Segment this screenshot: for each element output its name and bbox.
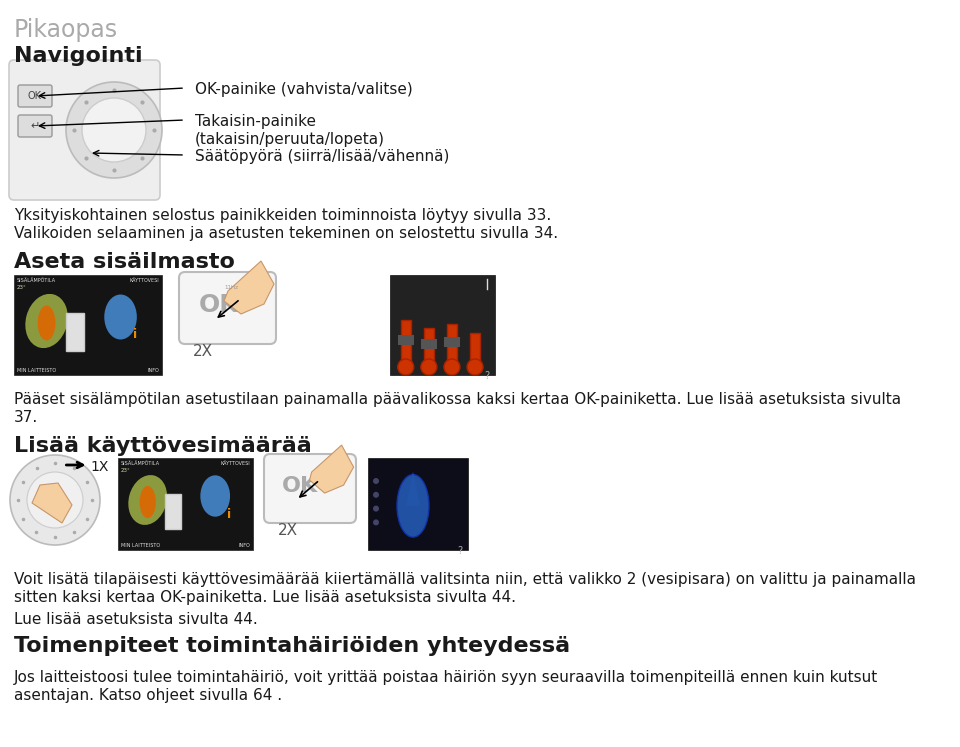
Bar bbox=[390, 275, 495, 375]
Text: ?: ? bbox=[484, 371, 489, 381]
Text: OK: OK bbox=[28, 91, 42, 101]
Text: i: i bbox=[227, 507, 230, 521]
Circle shape bbox=[82, 98, 146, 162]
Text: (takaisin/peruuta/lopeta): (takaisin/peruuta/lopeta) bbox=[195, 132, 385, 147]
Circle shape bbox=[444, 359, 460, 375]
Text: 37.: 37. bbox=[14, 410, 38, 425]
Text: Voit lisätä tilapäisesti käyttövesimäärää kiiertämällä valitsinta niin, että val: Voit lisätä tilapäisesti käyttövesimäärä… bbox=[14, 572, 916, 587]
Circle shape bbox=[420, 359, 437, 375]
Ellipse shape bbox=[37, 306, 56, 341]
FancyBboxPatch shape bbox=[179, 272, 276, 344]
Text: 2X: 2X bbox=[193, 344, 213, 359]
Text: Pääset sisälämpötilan asetustilaan painamalla päävalikossa kaksi kertaa OK-paini: Pääset sisälämpötilan asetustilaan paina… bbox=[14, 392, 901, 407]
Text: 23°: 23° bbox=[121, 468, 131, 473]
Text: Valikoiden selaaminen ja asetusten tekeminen on selostettu sivulla 34.: Valikoiden selaaminen ja asetusten tekem… bbox=[14, 226, 558, 241]
Circle shape bbox=[373, 506, 379, 512]
Ellipse shape bbox=[105, 294, 137, 339]
Text: Lisää käyttövesimäärää: Lisää käyttövesimäärää bbox=[14, 436, 312, 456]
Text: MIN LAITTEISTO: MIN LAITTEISTO bbox=[17, 368, 56, 373]
Text: Jos laitteistoosi tulee toimintahäiriö, voit yrittää poistaa häiriön syyn seuraa: Jos laitteistoosi tulee toimintahäiriö, … bbox=[14, 670, 878, 685]
Bar bbox=[368, 458, 468, 550]
Text: Aseta sisäilmasto: Aseta sisäilmasto bbox=[14, 252, 235, 272]
Text: 23°: 23° bbox=[17, 285, 27, 290]
Text: ?: ? bbox=[457, 546, 462, 556]
Bar bbox=[420, 339, 437, 349]
Bar bbox=[397, 335, 414, 345]
Polygon shape bbox=[309, 445, 353, 493]
Circle shape bbox=[397, 359, 414, 375]
Circle shape bbox=[66, 82, 162, 178]
Bar bbox=[66, 313, 84, 351]
Text: OK-painike (vahvista/valitse): OK-painike (vahvista/valitse) bbox=[195, 82, 413, 97]
Text: ↵: ↵ bbox=[31, 121, 39, 131]
Circle shape bbox=[468, 359, 483, 375]
Circle shape bbox=[373, 519, 379, 525]
Ellipse shape bbox=[397, 474, 429, 537]
Text: sitten kaksi kertaa OK-painiketta. Lue lisää asetuksista sivulta 44.: sitten kaksi kertaa OK-painiketta. Lue l… bbox=[14, 590, 516, 605]
Bar bbox=[165, 494, 181, 529]
Circle shape bbox=[27, 472, 83, 528]
Text: 2X: 2X bbox=[278, 523, 299, 538]
Text: Takaisin-painike: Takaisin-painike bbox=[195, 114, 316, 129]
Text: Navigointi: Navigointi bbox=[14, 46, 143, 66]
Text: SISÄLÄMPÖTILA: SISÄLÄMPÖTILA bbox=[121, 461, 160, 466]
Bar bbox=[118, 458, 253, 550]
Ellipse shape bbox=[129, 475, 167, 525]
Bar bbox=[14, 275, 162, 375]
FancyBboxPatch shape bbox=[264, 454, 356, 523]
Text: Säätöpyörä (siirrä/lisää/vähennä): Säätöpyörä (siirrä/lisää/vähennä) bbox=[195, 149, 449, 164]
Text: INFO: INFO bbox=[147, 368, 159, 373]
Text: OK: OK bbox=[282, 476, 319, 496]
Text: Yksityiskohtainen selostus painikkeiden toiminnoista löytyy sivulla 33.: Yksityiskohtainen selostus painikkeiden … bbox=[14, 208, 551, 223]
Bar bbox=[424, 328, 434, 367]
Polygon shape bbox=[406, 472, 420, 506]
Circle shape bbox=[10, 455, 100, 545]
Text: KÄYTTOVESI: KÄYTTOVESI bbox=[130, 278, 159, 283]
Ellipse shape bbox=[25, 294, 68, 348]
Text: SISÄLÄMPÖTILA: SISÄLÄMPÖTILA bbox=[17, 278, 56, 283]
Text: INFO: INFO bbox=[238, 543, 250, 548]
Polygon shape bbox=[32, 483, 72, 523]
Bar bbox=[470, 333, 480, 367]
FancyBboxPatch shape bbox=[18, 115, 52, 137]
Ellipse shape bbox=[139, 486, 156, 518]
Text: 11Hz: 11Hz bbox=[225, 285, 239, 290]
Circle shape bbox=[373, 492, 379, 498]
Ellipse shape bbox=[201, 475, 230, 517]
Text: OK: OK bbox=[199, 293, 239, 317]
Text: 1X: 1X bbox=[90, 460, 108, 474]
Bar bbox=[447, 324, 457, 367]
Text: KÄYTTOVESI: KÄYTTOVESI bbox=[220, 461, 250, 466]
FancyBboxPatch shape bbox=[18, 85, 52, 107]
Polygon shape bbox=[224, 261, 274, 314]
Text: MIN LAITTEISTO: MIN LAITTEISTO bbox=[121, 543, 160, 548]
Text: Pikaopas: Pikaopas bbox=[14, 18, 118, 42]
Bar bbox=[400, 320, 411, 367]
FancyBboxPatch shape bbox=[9, 60, 160, 200]
Text: Lue lisää asetuksista sivulta 44.: Lue lisää asetuksista sivulta 44. bbox=[14, 612, 257, 627]
Text: Toimenpiteet toimintahäiriöiden yhteydessä: Toimenpiteet toimintahäiriöiden yhteydes… bbox=[14, 636, 570, 656]
Circle shape bbox=[373, 478, 379, 484]
Text: i: i bbox=[133, 329, 137, 341]
Text: asentajan. Katso ohjeet sivulla 64 .: asentajan. Katso ohjeet sivulla 64 . bbox=[14, 688, 282, 703]
Bar bbox=[444, 337, 460, 347]
